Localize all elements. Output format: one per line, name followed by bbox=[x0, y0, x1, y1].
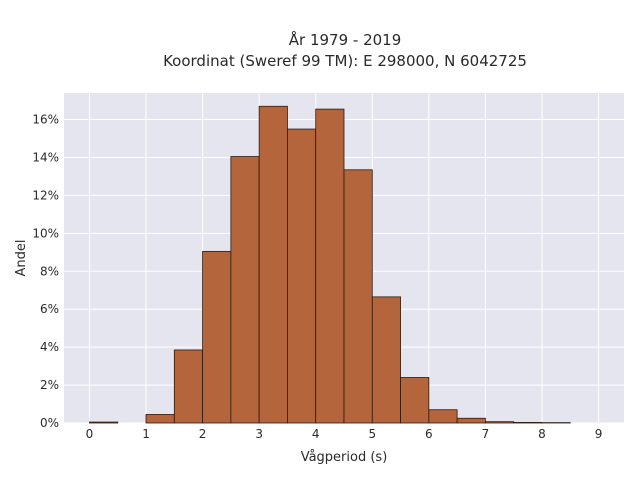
x-axis-label: Vågperiod (s) bbox=[301, 450, 388, 465]
y-tick-label: 0% bbox=[40, 416, 59, 430]
x-tick-label: 3 bbox=[255, 427, 263, 441]
histogram-bar bbox=[513, 422, 543, 424]
x-tick-label: 6 bbox=[425, 427, 433, 441]
x-tick-label: 7 bbox=[482, 427, 490, 441]
y-tick-label: 8% bbox=[40, 264, 59, 278]
histogram-bar bbox=[202, 250, 232, 424]
histogram-bar bbox=[173, 349, 203, 424]
chart-subtitle: Koordinat (Sweref 99 TM): E 298000, N 60… bbox=[163, 52, 527, 70]
histogram-bar bbox=[485, 421, 515, 424]
y-tick-label: 10% bbox=[32, 226, 59, 240]
x-tick-label: 0 bbox=[86, 427, 94, 441]
histogram-bar bbox=[428, 409, 458, 424]
histogram-bar bbox=[258, 105, 288, 424]
y-tick-label: 6% bbox=[40, 302, 59, 316]
histogram-bar bbox=[315, 108, 345, 424]
y-tick-labels: 0% 2% 4% 6% 8% 10% 12% 14% 16% bbox=[32, 113, 59, 430]
x-tick-label: 9 bbox=[595, 427, 603, 441]
y-tick-label: 16% bbox=[32, 113, 59, 127]
chart-title: År 1979 - 2019 bbox=[289, 30, 402, 49]
x-tick-label: 4 bbox=[312, 427, 320, 441]
x-tick-label: 5 bbox=[368, 427, 376, 441]
histogram-bar bbox=[89, 421, 119, 424]
y-tick-label: 2% bbox=[40, 378, 59, 392]
histogram-bar bbox=[456, 417, 486, 424]
x-tick-label: 1 bbox=[142, 427, 150, 441]
x-tick-label: 2 bbox=[199, 427, 207, 441]
x-tick-label: 8 bbox=[538, 427, 546, 441]
histogram-bar bbox=[287, 128, 317, 424]
y-tick-label: 4% bbox=[40, 340, 59, 354]
histogram-bar bbox=[145, 414, 175, 424]
histogram-bar bbox=[371, 296, 401, 424]
x-tick-labels: 0 1 2 3 4 5 6 7 8 9 bbox=[86, 427, 603, 441]
histogram-bar bbox=[400, 377, 430, 424]
y-tick-label: 14% bbox=[32, 150, 59, 164]
histogram-bars bbox=[89, 105, 571, 424]
histogram-bar bbox=[230, 156, 260, 424]
y-axis-label: Andel bbox=[14, 240, 29, 277]
histogram-bar bbox=[343, 169, 373, 424]
y-tick-label: 12% bbox=[32, 188, 59, 202]
